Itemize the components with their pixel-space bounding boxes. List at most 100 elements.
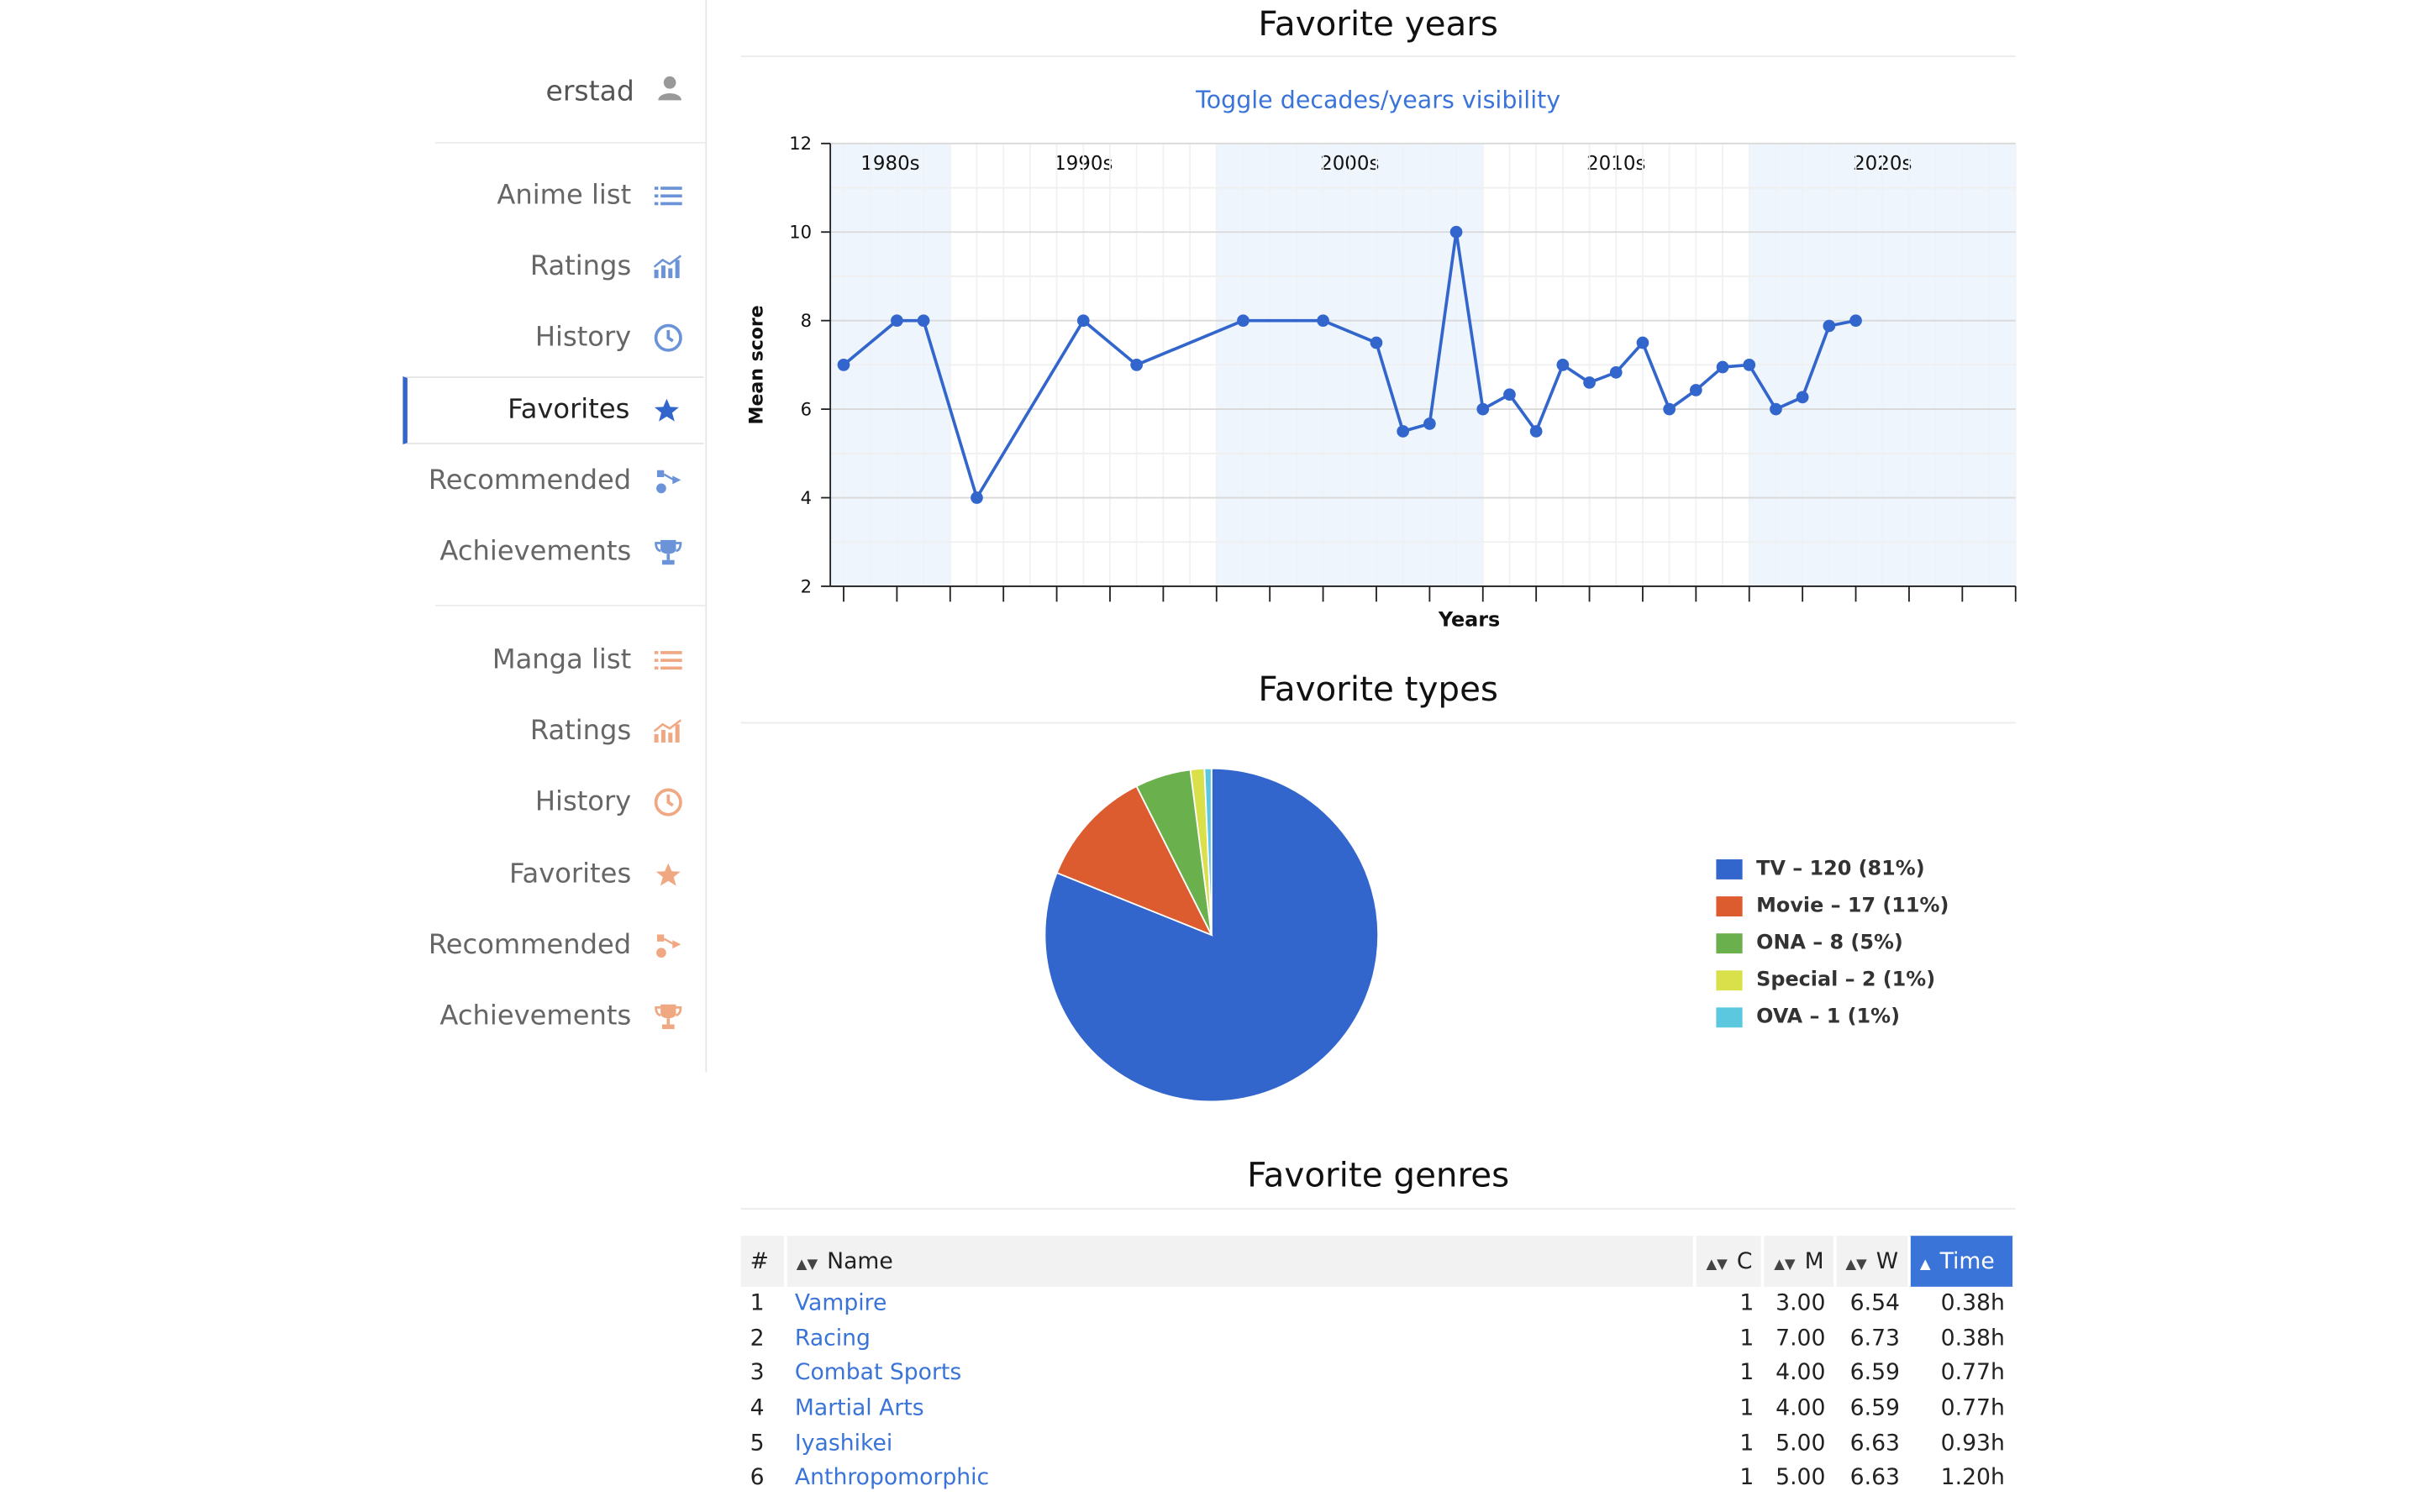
sidebar-item-label: Ratings	[529, 716, 632, 748]
sidebar-item-history[interactable]: History	[404, 305, 705, 373]
list-icon	[653, 181, 684, 212]
favorite-types-pie	[1044, 767, 1380, 1103]
cell-rank: 6	[750, 1466, 765, 1491]
data-point	[1237, 314, 1249, 328]
data-point	[971, 491, 983, 504]
column-name[interactable]: ▲▼ Name	[785, 1236, 1697, 1287]
genre-link[interactable]: Iyashikei	[794, 1431, 893, 1457]
genre-link[interactable]: Anthropomorphic	[794, 1466, 990, 1491]
genre-link[interactable]: Combat Sports	[794, 1361, 962, 1387]
data-point	[891, 314, 903, 328]
cell-count: 1	[1739, 1291, 1754, 1317]
sidebar-item-ratings[interactable]: Ratings	[404, 698, 705, 766]
pie-slice[interactable]	[1203, 767, 1213, 936]
genre-link[interactable]: Racing	[794, 1326, 871, 1352]
y-tick-label: 8	[801, 310, 812, 331]
cell-time: 0.38h	[1940, 1291, 2005, 1317]
genre-link[interactable]: Vampire	[794, 1291, 887, 1317]
cell-rank: 1	[750, 1291, 765, 1317]
star-icon	[653, 858, 684, 890]
data-point	[1370, 336, 1383, 349]
sidebar-item-history[interactable]: History	[404, 769, 705, 837]
star-icon	[651, 394, 682, 425]
section-divider	[740, 1208, 2016, 1210]
cell-mean: 4.00	[1776, 1396, 1826, 1421]
trophy-icon	[653, 1001, 684, 1032]
genre-link[interactable]: Martial Arts	[794, 1396, 924, 1421]
y-tick-label: 4	[801, 487, 812, 508]
legend-item[interactable]: TV – 120 (81%)	[1716, 850, 1949, 887]
cell-mean: 5.00	[1776, 1431, 1826, 1457]
legend-swatch	[1716, 1006, 1743, 1027]
history-icon	[653, 323, 684, 354]
column-weighted[interactable]: ▲▼ W	[1834, 1236, 1911, 1287]
legend-label: Special – 2 (1%)	[1756, 968, 1936, 992]
legend-label: OVA – 1 (1%)	[1756, 1005, 1901, 1029]
legend-item[interactable]: Special – 2 (1%)	[1716, 961, 1949, 998]
sidebar-item-label: Recommended	[428, 465, 632, 497]
pie-legend: TV – 120 (81%) Movie – 17 (11%) ONA – 8 (5…	[1716, 850, 1949, 1035]
sidebar-item-favorites[interactable]: Favorites	[402, 375, 704, 444]
bar-chart-icon	[653, 252, 684, 283]
column-mean[interactable]: ▲▼ M	[1763, 1236, 1837, 1287]
data-point	[1556, 359, 1570, 371]
sidebar-item-achievements[interactable]: Achievements	[404, 983, 705, 1051]
cell-mean: 3.00	[1776, 1291, 1826, 1317]
sidebar-item-ratings[interactable]: Ratings	[404, 234, 705, 302]
pie-slice[interactable]	[1055, 785, 1213, 937]
y-axis-label: Mean score	[746, 305, 767, 424]
recommend-icon	[653, 930, 684, 961]
cell-name: Anthropomorphic	[786, 1461, 1696, 1495]
sidebar-item-label: Favorites	[508, 858, 632, 890]
cell-name: Combat Sports	[786, 1357, 1696, 1391]
sidebar-item-recommended[interactable]: Recommended	[404, 447, 705, 515]
sidebar-user[interactable]: erstad	[404, 59, 705, 123]
sidebar-item-manga-list[interactable]: Manga list	[404, 627, 705, 695]
x-axis-label: Years	[1438, 608, 1500, 632]
table-row: 5 Iyashikei 1 5.00 6.63 0.93h	[741, 1426, 2014, 1461]
cell-name: Martial Arts	[786, 1391, 1696, 1425]
sidebar-item-label: Recommended	[428, 930, 632, 961]
data-point	[1423, 417, 1436, 430]
bar-chart-icon	[653, 717, 684, 748]
column-name-label: Name	[827, 1248, 893, 1274]
data-point	[1743, 359, 1756, 371]
legend-label: ONA – 8 (5%)	[1756, 931, 1903, 954]
legend-item[interactable]: OVA – 1 (1%)	[1716, 998, 1949, 1035]
cell-count: 1	[1739, 1361, 1754, 1387]
table-row: 4 Martial Arts 1 4.00 6.59 0.77h	[741, 1391, 2014, 1425]
column-time[interactable]: ▲ Time	[1908, 1236, 2016, 1287]
legend-label: TV – 120 (81%)	[1756, 857, 1925, 880]
data-point	[837, 359, 850, 371]
cell-weighted: 6.59	[1849, 1361, 1900, 1387]
sidebar-item-favorites[interactable]: Favorites	[404, 840, 705, 908]
sidebar-item-label: Favorites	[508, 394, 630, 426]
data-point	[1770, 402, 1782, 416]
y-tick-label: 10	[789, 222, 812, 243]
legend-swatch	[1716, 932, 1743, 953]
cell-rank: 5	[750, 1431, 765, 1457]
sort-icon: ▲▼	[1774, 1256, 1796, 1273]
toggle-decades-link[interactable]: Toggle decades/years visibility	[1196, 86, 1561, 114]
data-point	[1476, 402, 1490, 416]
cell-name: Vampire	[786, 1287, 1696, 1321]
sidebar-item-recommended[interactable]: Recommended	[404, 911, 705, 979]
table-row: 1 Vampire 1 3.00 6.54 0.38h	[741, 1287, 2014, 1321]
cell-time: 1.20h	[1940, 1466, 2005, 1491]
recommend-icon	[653, 465, 684, 496]
table-header-row: # ▲▼ Name ▲▼ C ▲▼ M ▲▼ W ▲ Time	[740, 1236, 2016, 1287]
y-tick-label: 12	[789, 133, 812, 154]
column-count[interactable]: ▲▼ C	[1695, 1236, 1765, 1287]
cell-mean: 5.00	[1776, 1466, 1826, 1491]
legend-item[interactable]: Movie – 17 (11%)	[1716, 887, 1949, 924]
sidebar-item-anime-list[interactable]: Anime list	[404, 162, 705, 230]
sidebar-item-achievements[interactable]: Achievements	[404, 518, 705, 586]
data-point	[1076, 314, 1090, 328]
sidebar-item-label: History	[534, 787, 632, 819]
column-rank: #	[740, 1236, 787, 1287]
cell-count: 1	[1739, 1431, 1754, 1457]
genres-table: # ▲▼ Name ▲▼ C ▲▼ M ▲▼ W ▲ Time 1 Vampire 1 3.00…	[740, 1236, 2016, 1496]
data-point	[1449, 225, 1463, 239]
data-point	[1849, 314, 1862, 328]
legend-item[interactable]: ONA – 8 (5%)	[1716, 924, 1949, 961]
